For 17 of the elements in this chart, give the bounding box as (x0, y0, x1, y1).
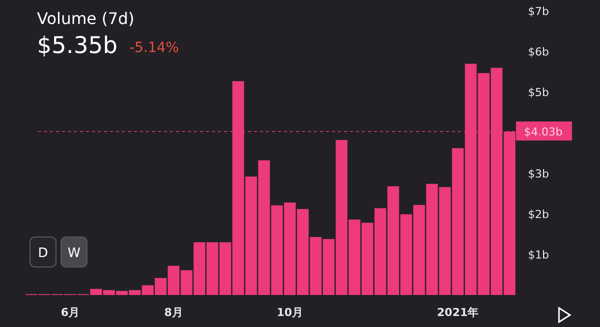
annotation: D (38, 246, 48, 261)
button: D (30, 236, 56, 268)
ytick: $5b (528, 86, 549, 100)
subtitle: $5.35b (37, 33, 118, 59)
ytick: $3b (528, 167, 549, 180)
annotation: W (68, 246, 81, 261)
title: Volume (7d) (37, 9, 134, 28)
ytick: $7b (528, 5, 549, 18)
ytick: $6b (528, 46, 549, 59)
xtick: 6月 (60, 306, 80, 319)
ytick: $1b (528, 248, 549, 262)
ytick: $2b (528, 208, 549, 221)
annotation: -5.14% (129, 40, 179, 56)
button: W (60, 236, 88, 268)
xtick: 8月 (164, 306, 183, 319)
xtick: 10月 (276, 306, 304, 319)
xtick: 2021年 (437, 306, 479, 319)
